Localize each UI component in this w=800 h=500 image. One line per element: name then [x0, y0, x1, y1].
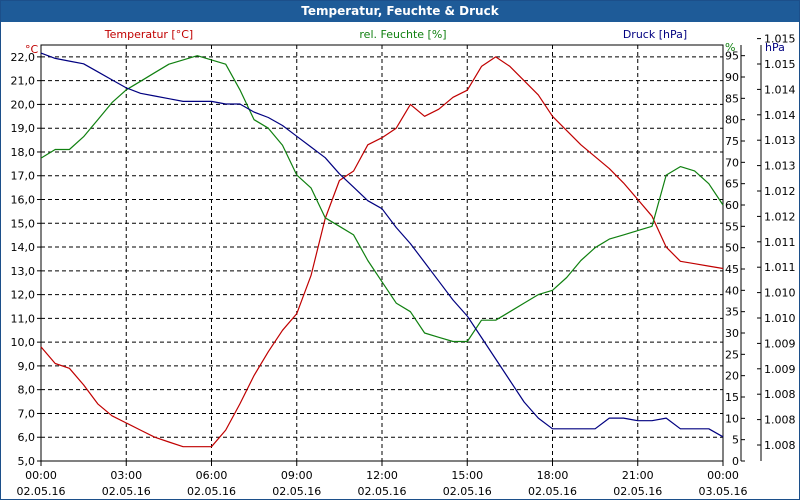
humidity-unit: % — [725, 41, 735, 54]
humidity-tick-label: 0 — [732, 455, 739, 468]
temperature-tick-label: 18,0 — [11, 146, 36, 159]
temperature-tick-label: 5,0 — [18, 455, 36, 468]
x-tick-label-date: 02.05.16 — [102, 485, 151, 498]
humidity-tick-label: 30 — [725, 327, 739, 340]
pressure-tick-label: 1.008 — [764, 414, 796, 427]
pressure-tick-label: 1.009 — [764, 337, 796, 350]
pressure-tick-label: 1.011 — [764, 236, 796, 249]
x-tick-label-date: 02.05.16 — [17, 485, 66, 498]
pressure-tick-label: 1.012 — [764, 210, 796, 223]
pressure-tick-label: 1.008 — [764, 439, 796, 452]
temperature-tick-label: 15,0 — [11, 217, 36, 230]
pressure-tick-label: 1.009 — [764, 363, 796, 376]
pressure-tick-label: 1.008 — [764, 388, 796, 401]
pressure-tick-label: 1.012 — [764, 185, 796, 198]
temperature-tick-label: 7,0 — [18, 407, 36, 420]
temperature-tick-label: 10,0 — [11, 336, 36, 349]
pressure-axis-label: Druck [hPa] — [623, 28, 687, 41]
temperature-unit: °C — [25, 43, 39, 56]
humidity-tick-label: 75 — [725, 135, 739, 148]
temperature-tick-label: 21,0 — [11, 75, 36, 88]
humidity-tick-label: 20 — [725, 370, 739, 383]
temperature-tick-label: 22,0 — [11, 51, 36, 64]
pressure-line — [40, 52, 724, 438]
temperature-line — [40, 56, 724, 448]
humidity-tick-label: 5 — [732, 434, 739, 447]
x-tick-label-date: 02.05.16 — [443, 485, 492, 498]
humidity-tick-label: 65 — [725, 178, 739, 191]
humidity-tick-label: 70 — [725, 156, 739, 169]
temperature-tick-label: 13,0 — [11, 265, 36, 278]
temperature-tick-label: 14,0 — [11, 241, 36, 254]
x-tick-label-date: 02.05.16 — [528, 485, 577, 498]
temperature-axis-label: Temperatur [°C] — [104, 28, 193, 41]
pressure-tick-label: 1.015 — [764, 33, 796, 46]
x-tick-label-time: 06:00 — [196, 469, 228, 482]
temperature-tick-label: 11,0 — [11, 312, 36, 325]
x-tick-label-time: 12:00 — [366, 469, 398, 482]
temperature-tick-label: 6,0 — [18, 431, 36, 444]
temperature-tick-label: 8,0 — [18, 384, 36, 397]
x-tick-label-time: 09:00 — [281, 469, 313, 482]
temperature-tick-label: 19,0 — [11, 122, 36, 135]
axes — [37, 38, 762, 466]
x-tick-label-date: 02.05.16 — [358, 485, 407, 498]
x-tick-label-date: 02.05.16 — [187, 485, 236, 498]
pressure-tick-label: 1.014 — [764, 109, 796, 122]
x-tick-label-date: 03.05.16 — [699, 485, 748, 498]
x-tick-label-time: 15:00 — [451, 469, 483, 482]
humidity-tick-label: 45 — [725, 263, 739, 276]
humidity-tick-label: 60 — [725, 199, 739, 212]
pressure-tick-label: 1.011 — [764, 261, 796, 274]
x-tick-label-date: 02.05.16 — [613, 485, 662, 498]
pressure-tick-label: 1.015 — [764, 58, 796, 71]
x-tick-label-time: 21:00 — [622, 469, 654, 482]
humidity-tick-label: 90 — [725, 71, 739, 84]
window-title: Temperatur, Feuchte & Druck — [1, 1, 799, 22]
x-tick-label-time: 00:00 — [707, 469, 739, 482]
humidity-line — [40, 55, 724, 343]
pressure-tick-label: 1.014 — [764, 83, 796, 96]
humidity-tick-label: 25 — [725, 348, 739, 361]
humidity-tick-label: 85 — [725, 92, 739, 105]
x-tick-label-date: 02.05.16 — [272, 485, 321, 498]
x-tick-label-time: 03:00 — [110, 469, 142, 482]
pressure-tick-label: 1.010 — [764, 312, 796, 325]
humidity-tick-label: 15 — [725, 391, 739, 404]
temperature-tick-label: 20,0 — [11, 98, 36, 111]
pressure-tick-label: 1.013 — [764, 134, 796, 147]
x-tick-label-time: 18:00 — [537, 469, 569, 482]
humidity-tick-label: 50 — [725, 242, 739, 255]
temperature-tick-label: 9,0 — [18, 360, 36, 373]
humidity-tick-label: 80 — [725, 114, 739, 127]
pressure-tick-label: 1.013 — [764, 160, 796, 173]
humidity-axis-label: rel. Feuchte [%] — [359, 28, 446, 41]
axis-labels: 00:00 02.05.16 03:00 02.05.16 06:00 02.05.16 0… — [11, 28, 796, 498]
humidity-tick-label: 95 — [725, 50, 739, 63]
humidity-tick-label: 35 — [725, 306, 739, 319]
temperature-tick-label: 16,0 — [11, 194, 36, 207]
temperature-tick-label: 12,0 — [11, 289, 36, 302]
pressure-unit: hPa — [765, 41, 785, 54]
humidity-tick-label: 40 — [725, 284, 739, 297]
chart-svg: 00:00 02.05.16 03:00 02.05.16 06:00 02.05.16 0… — [11, 28, 796, 498]
grid-lines — [41, 45, 723, 461]
humidity-tick-label: 10 — [725, 412, 739, 425]
temperature-tick-label: 17,0 — [11, 170, 36, 183]
pressure-tick-label: 1.010 — [764, 287, 796, 300]
series-lines — [40, 52, 724, 448]
humidity-tick-label: 55 — [725, 220, 739, 233]
x-tick-label-time: 00:00 — [25, 469, 57, 482]
